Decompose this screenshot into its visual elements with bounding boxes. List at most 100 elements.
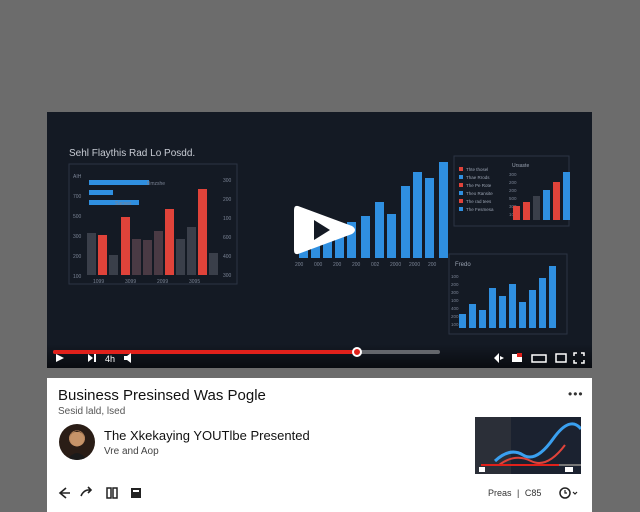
settings-icon[interactable] [531,352,547,366]
bar [198,189,207,275]
bar [513,206,520,220]
player-controls: 4h [47,344,592,368]
bar [209,253,218,275]
center-x-label: 200 [295,262,304,268]
bar [439,162,448,258]
left-right-tick: 100 [223,216,232,222]
right-top-tick: 300 [509,172,517,177]
volume-icon[interactable] [123,352,135,366]
bar [489,288,496,328]
bar [479,310,486,328]
right-top-tick: 500 [509,196,517,201]
right-top-tick: 200 [509,188,517,193]
left-x-label: 1099 [93,279,104,285]
meta-separator: | [517,488,520,498]
video-frame: Sehl Flaythis Rad Lo Posdd. AIH 700 500 300… [68,148,570,335]
channel-name[interactable]: The Xkekaying YOUTlbe Presented [104,428,310,443]
legend-swatch [459,207,463,211]
bar [563,172,570,220]
miniplayer-icon[interactable] [555,352,567,366]
bar [347,222,356,258]
legend-label: Sacses [115,201,132,207]
legend-swatch [89,200,139,205]
bar [509,284,516,328]
save-icon[interactable] [128,485,144,501]
clock-icon[interactable] [558,486,580,505]
bar [499,296,506,328]
legend-label: The rad tees [466,199,492,204]
bar [519,302,526,328]
bar [109,255,118,275]
clip-icon[interactable] [104,485,120,501]
bar [549,266,556,328]
right-bottom-header: Fredo [455,262,471,268]
bar [413,172,422,258]
meta-right-label[interactable]: C85 [524,488,542,498]
share-icon[interactable] [78,485,94,501]
center-x-label: 000 [314,262,323,268]
autoplay-icon[interactable] [493,352,505,366]
bar [529,290,536,328]
bar [401,186,410,258]
related-video-thumbnail[interactable] [475,417,581,474]
left-right-tick: 300 [223,273,232,279]
video-title: Business Presinsed Was Pogle [58,387,266,404]
bar [553,182,560,220]
legend-label: Thae Rrods [466,175,490,180]
play-small-icon[interactable] [55,352,65,366]
legend-label: Theo Ransite [466,191,493,196]
left-axis-tick: 500 [73,214,82,220]
progress-bar[interactable] [53,347,440,357]
legend-swatch [459,183,463,187]
meta-left-label: Preas [488,488,512,498]
play-button[interactable] [292,202,358,258]
bar [459,314,466,328]
back-icon[interactable] [56,485,72,501]
bar [335,228,344,258]
bar [361,216,370,258]
right-bottom-tick: 100 [451,274,459,279]
bar [299,250,308,258]
bar [323,234,332,258]
scrubber-handle[interactable] [351,347,362,357]
legend-label: Bmzshe [147,181,165,187]
legend-swatch [89,180,149,185]
bar [425,178,434,258]
left-chart-title: Sehl Flaythis Rad Lo Posdd. [69,148,195,159]
right-bottom-frame [448,253,568,335]
left-right-tick: 200 [223,197,232,203]
legend-swatch [459,167,463,171]
more-options-icon[interactable]: ••• [568,387,584,401]
left-axis-tick: 300 [73,234,82,240]
bar [311,242,320,258]
subtitles-icon[interactable] [511,352,523,366]
right-bottom-tick: 300 [451,290,459,295]
video-info-card: Business Presinsed Was Pogle Sesid lald,… [47,378,592,512]
bar [165,209,174,275]
legend-label: The Pe Rote [466,183,492,188]
video-player[interactable]: Sehl Flaythis Rad Lo Posdd. AIH 700 500 300… [47,112,592,368]
bar [469,304,476,328]
left-axis-tick: AIH [73,174,82,180]
left-axis-tick: 100 [73,274,82,280]
left-chart-frame [68,163,238,285]
left-right-tick: 300 [223,178,232,184]
right-bottom-tick: 200 [451,282,459,287]
right-bottom-tick: 100 [451,298,459,303]
channel-avatar[interactable] [59,424,95,460]
legend-swatch [459,191,463,195]
left-axis-tick: 700 [73,194,82,200]
left-axis-tick: 200 [73,254,82,260]
fullscreen-icon[interactable] [573,352,585,366]
center-x-label: 2000 [409,262,420,268]
right-bottom-tick: 100 [451,322,459,327]
legend-swatch [459,175,463,179]
center-x-label: 200 [352,262,361,268]
skip-next-icon[interactable] [87,352,97,366]
bar [187,227,196,275]
bar [87,233,96,275]
legend-swatch [459,199,463,203]
bar [539,278,546,328]
bar [176,239,185,275]
legend-label: Thte thosel [466,167,488,172]
